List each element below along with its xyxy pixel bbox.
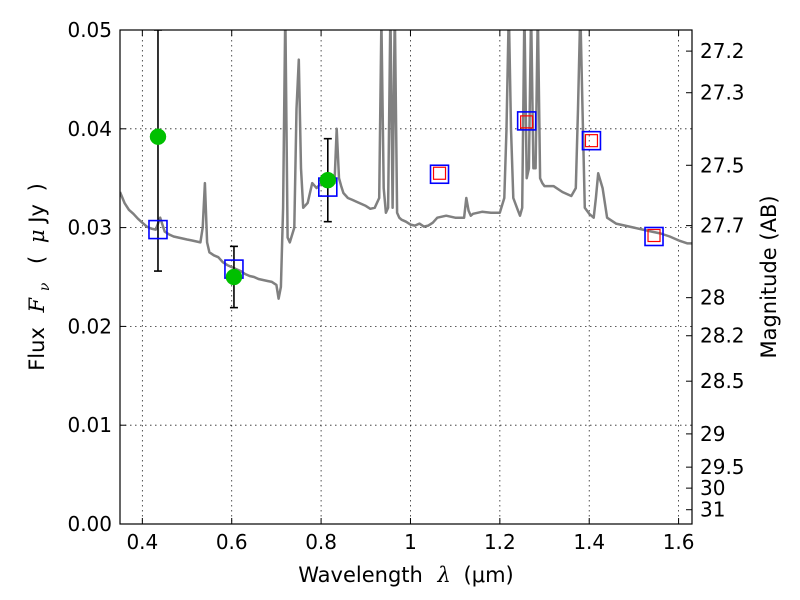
y2-tick-label: 28 (700, 286, 725, 310)
y2-tick-label: 27.3 (700, 81, 745, 105)
y-axis-title: Flux F ν ( μ Jy ) (25, 183, 54, 371)
model-spectrum (120, 30, 692, 300)
x-axis-title: Wavelength λ (μm) (298, 563, 513, 587)
y-tick-label: 0.03 (67, 216, 112, 240)
y2-tick-label: 27.7 (700, 214, 745, 238)
model-square-marker (581, 130, 602, 151)
y-tick-label: 0.05 (67, 18, 112, 42)
model-square-marker (148, 219, 168, 240)
y-tick-label: 0.00 (67, 512, 112, 536)
y2-tick-label: 28.2 (700, 324, 745, 348)
y2-tick-label: 29 (700, 422, 725, 446)
inner-square-marker (520, 115, 534, 129)
spectrum-line (120, 30, 692, 300)
plot-frame (119, 29, 693, 525)
y2-tick-label: 31 (700, 498, 725, 522)
y-tick-label: 0.04 (67, 117, 112, 141)
model-square-marker (516, 111, 537, 131)
y2-tick-label: 28.5 (700, 369, 745, 393)
x-tick-label: 1.6 (663, 530, 695, 554)
x-tick-label: 1 (404, 530, 417, 554)
markers (148, 30, 664, 309)
plot-area (120, 30, 692, 524)
y2-tick-label: 27.2 (700, 39, 745, 63)
x-tick-label: 0.4 (126, 530, 158, 554)
observed-point (225, 268, 243, 286)
y2-tick-label: 30 (700, 476, 725, 500)
ticks: 0.4 0.6 0.8 1 1.2 1.4 1.6 0.00 0.01 0.02 0.03 0.04 0… (67, 18, 744, 554)
inner-square-marker (647, 228, 661, 243)
y-tick-label: 0.02 (67, 314, 112, 338)
y2-tick-label: 29.5 (700, 455, 745, 479)
inner-square-marker (584, 134, 599, 148)
y-tick-label: 0.01 (67, 413, 112, 437)
x-tick-label: 1.2 (484, 530, 516, 554)
observed-point (149, 128, 167, 145)
inner-square-marker (432, 166, 447, 180)
y2-tick-label: 27.5 (700, 153, 745, 177)
x-tick-label: 0.8 (305, 530, 337, 554)
x-tick-label: 0.6 (216, 530, 248, 554)
x-tick-label: 1.4 (573, 530, 605, 554)
model-square-marker (644, 226, 664, 247)
y2-axis-title: Magnitude (AB) (757, 195, 781, 358)
observed-point (319, 171, 337, 189)
model-square-marker (429, 164, 450, 185)
